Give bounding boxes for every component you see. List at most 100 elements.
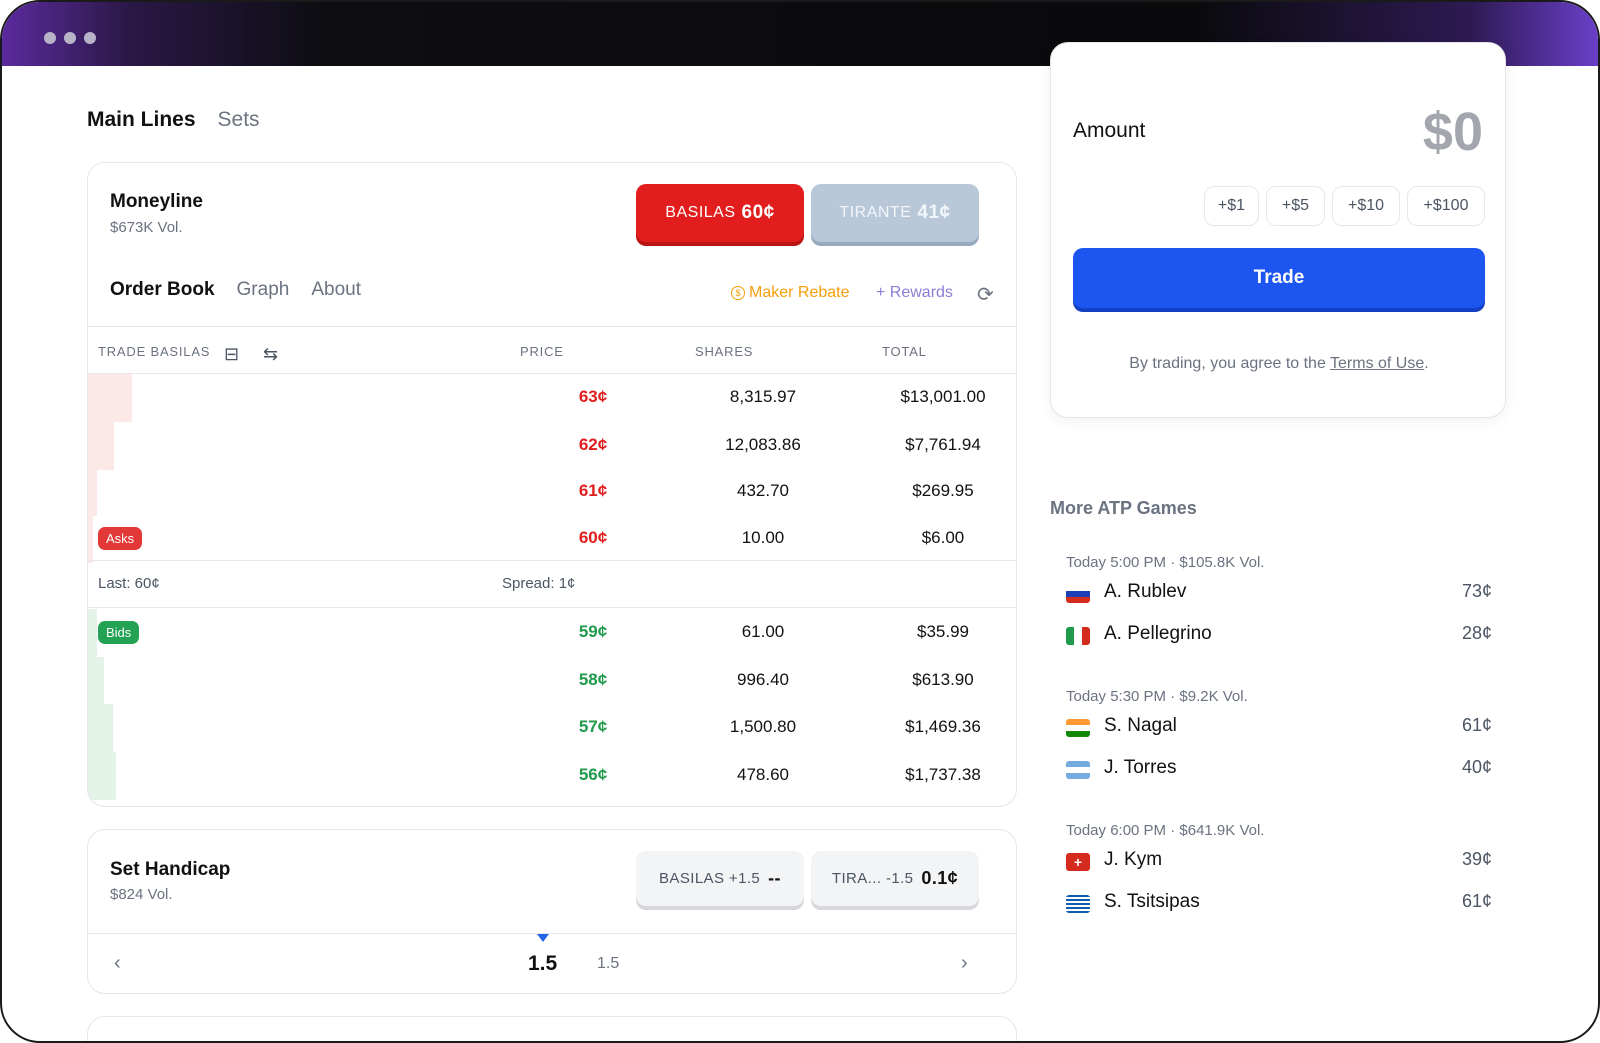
line-option[interactable]: 1.5 (597, 955, 620, 972)
trade-panel: Amount $0 +$1 +$5 +$10 +$100 Trade By tr… (1050, 42, 1506, 418)
player-name: A. Rublev (1104, 581, 1187, 602)
last-price: Last: 60¢ (98, 575, 160, 592)
total-column-header: TOTAL (882, 344, 927, 359)
bid-row[interactable]: 56¢ 478.60 $1,737.38 (88, 752, 1016, 800)
player-row[interactable]: J. Torres 40¢ (1066, 755, 1492, 789)
game-meta: Today 5:00 PM · $105.8K Vol. (1066, 554, 1265, 571)
bid-row[interactable]: Bids 59¢ 61.00 $35.99 (88, 609, 1016, 657)
add-100-chip[interactable]: +$100 (1407, 186, 1485, 226)
asks-badge: Asks (98, 527, 143, 550)
depth-bar (88, 422, 114, 470)
bid-shares: 61.00 (741, 622, 785, 641)
bid-total: $1,469.36 (905, 717, 981, 736)
game-card[interactable]: Today 5:00 PM · $105.8K Vol. A. Rublev 7… (1066, 554, 1492, 655)
main-tabs: Main Lines Sets (87, 108, 260, 132)
player-row[interactable]: S. Tsitsipas 61¢ (1066, 889, 1492, 923)
switzerland-flag-icon: + (1066, 853, 1090, 871)
moneyline-subtabs: Order Book Graph About (110, 279, 361, 301)
window-control-dot[interactable] (84, 32, 96, 44)
tab-order-book[interactable]: Order Book (110, 279, 215, 300)
amount-label: Amount (1073, 119, 1146, 142)
greece-flag-icon (1066, 895, 1090, 913)
handicap-volume: $824 Vol. (110, 886, 173, 903)
ask-total: $7,761.94 (905, 435, 981, 454)
game-card[interactable]: Today 5:30 PM · $9.2K Vol. S. Nagal 61¢ … (1066, 688, 1492, 789)
bid-price: 58¢ (578, 670, 608, 689)
argentina-flag-icon (1066, 761, 1090, 779)
bid-row[interactable]: 57¢ 1,500.80 $1,469.36 (88, 704, 1016, 752)
player-name: S. Nagal (1104, 715, 1177, 736)
india-flag-icon (1066, 719, 1090, 737)
line-selector: ‹ 1.5 1.5 › (88, 933, 1016, 993)
player-row[interactable]: A. Pellegrino 28¢ (1066, 621, 1492, 655)
maker-rebate-label: Maker Rebate (749, 284, 850, 301)
button-price: 41¢ (917, 202, 951, 223)
game-card[interactable]: Today 6:00 PM · $641.9K Vol. + J. Kym 39… (1066, 822, 1492, 923)
coin-icon: $ (731, 286, 745, 300)
more-games-title: More ATP Games (1050, 498, 1197, 518)
moneyline-title: Moneyline (110, 191, 203, 212)
player-price: 73¢ (1461, 581, 1492, 601)
chevron-right-icon[interactable]: › (961, 952, 968, 974)
player-row[interactable]: + J. Kym 39¢ (1066, 847, 1492, 881)
bid-price: 56¢ (578, 765, 608, 784)
add-5-chip[interactable]: +$5 (1266, 186, 1325, 226)
player-price: 28¢ (1461, 623, 1492, 643)
player-price: 39¢ (1461, 849, 1492, 869)
game-meta: Today 6:00 PM · $641.9K Vol. (1066, 822, 1265, 839)
center-view-icon[interactable]: ⊟ (224, 344, 240, 364)
ask-row[interactable]: 61¢ 432.70 $269.95 (88, 468, 1016, 516)
set-handicap-card: Set Handicap $824 Vol. BASILAS +1.5 -- T… (87, 829, 1017, 994)
ask-shares: 8,315.97 (729, 387, 797, 406)
buy-tirante-button[interactable]: TIRANTE 41¢ (811, 184, 979, 242)
buy-basilas-button[interactable]: BASILAS 60¢ (636, 184, 804, 242)
ask-row[interactable]: Asks 60¢ 10.00 $6.00 (88, 515, 1016, 563)
bid-row[interactable]: 58¢ 996.40 $613.90 (88, 657, 1016, 705)
swap-icon[interactable]: ⇆ (263, 344, 279, 364)
handicap-basilas-button[interactable]: BASILAS +1.5 -- (636, 851, 804, 906)
terms-link[interactable]: Terms of Use (1330, 355, 1425, 372)
add-10-chip[interactable]: +$10 (1332, 186, 1400, 226)
depth-bar (88, 609, 97, 657)
tab-graph[interactable]: Graph (236, 279, 290, 300)
orderbook-header: TRADE BASILAS ⊟ ⇆ PRICE SHARES TOTAL (88, 326, 1016, 374)
player-price: 61¢ (1461, 715, 1492, 735)
add-1-chip[interactable]: +$1 (1204, 186, 1259, 226)
player-row[interactable]: S. Nagal 61¢ (1066, 713, 1492, 747)
bid-price: 59¢ (578, 622, 608, 641)
tab-sets[interactable]: Sets (217, 108, 260, 131)
maker-rebate-link[interactable]: $ Maker Rebate (731, 284, 850, 302)
player-name: J. Torres (1104, 757, 1177, 778)
amount-input[interactable]: $0 (1422, 102, 1483, 162)
tab-about[interactable]: About (311, 279, 361, 300)
tab-main-lines[interactable]: Main Lines (87, 108, 196, 131)
ask-price: 60¢ (578, 528, 608, 547)
depth-bar (88, 704, 113, 752)
depth-bar (88, 374, 132, 422)
button-price: 0.1¢ (921, 868, 959, 888)
moneyline-card: Moneyline $673K Vol. BASILAS 60¢ TIRANTE… (87, 162, 1017, 807)
handicap-tirante-button[interactable]: TIRA... -1.5 0.1¢ (811, 851, 979, 906)
button-team-label: BASILAS (665, 204, 736, 221)
ask-total: $13,001.00 (900, 387, 986, 406)
window-control-dot[interactable] (64, 32, 76, 44)
rewards-link[interactable]: + Rewards (876, 284, 953, 301)
player-row[interactable]: A. Rublev 73¢ (1066, 579, 1492, 613)
ask-price: 62¢ (578, 435, 608, 454)
handicap-title: Set Handicap (110, 859, 231, 880)
bid-total: $35.99 (917, 622, 969, 641)
shares-column-header: SHARES (695, 344, 754, 359)
chevron-left-icon[interactable]: ‹ (114, 952, 121, 974)
bid-total: $1,737.38 (905, 765, 981, 784)
ask-row[interactable]: 62¢ 12,083.86 $7,761.94 (88, 422, 1016, 470)
bids-badge: Bids (98, 621, 140, 644)
trade-button[interactable]: Trade (1073, 248, 1485, 308)
ask-row[interactable]: 63¢ 8,315.97 $13,001.00 (88, 374, 1016, 422)
selected-line[interactable]: 1.5 (528, 952, 558, 975)
moneyline-volume: $673K Vol. (110, 219, 183, 236)
window-control-dot[interactable] (44, 32, 56, 44)
terms-text: By trading, you agree to the Terms of Us… (1073, 355, 1485, 373)
bid-total: $613.90 (912, 670, 974, 689)
refresh-icon[interactable]: ⟳ (977, 284, 994, 306)
